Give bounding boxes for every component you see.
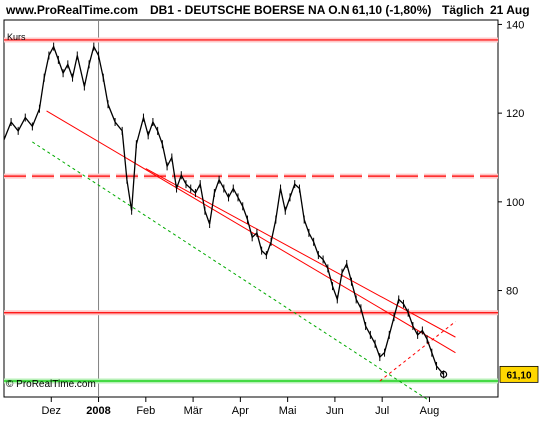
y-axis: 140 120 100 80: [498, 19, 524, 298]
y-tick-label-80: 80: [506, 286, 518, 298]
last-value-label: 61,10: [506, 370, 531, 381]
chart-header: www.ProRealTime.com DB1 - DEUTSCHE BOERS…: [0, 0, 550, 20]
last-price-marker: [440, 370, 448, 378]
timeframe-label[interactable]: Täglich: [442, 3, 485, 17]
x-tick-label-Dez: Dez: [41, 405, 61, 417]
trend-line-1: [145, 168, 456, 338]
date-label: 21 Aug: [490, 3, 530, 17]
quote-value: 61,10 (-1,80%): [352, 3, 432, 17]
site-name[interactable]: www.ProRealTime.com: [6, 3, 139, 17]
x-tick-label-Aug: Aug: [420, 405, 440, 417]
y-tick-label-140: 140: [506, 19, 524, 31]
y-tick-label-100: 100: [506, 197, 524, 209]
horizontal-lines: [4, 37, 498, 384]
price-series: [3, 42, 448, 379]
trend-lines: [32, 110, 456, 400]
y-axis-label: Kurs: [7, 32, 26, 42]
last-value-box: [499, 365, 539, 383]
x-axis: Dez 2008 Feb Mär Apr Mai Jun Jul Aug: [41, 397, 439, 417]
x-tick-label-Jun: Jun: [326, 405, 344, 417]
plot-border: [3, 19, 499, 398]
x-tick-label-Mai: Mai: [279, 405, 297, 417]
credit-text: © ProRealTime.com: [6, 379, 96, 390]
plot-frame: [3, 19, 499, 398]
trend-line-2: [32, 141, 428, 400]
x-tick-label-2008: 2008: [86, 405, 110, 417]
trend-line-3: [379, 321, 456, 382]
y-tick-label-120: 120: [506, 108, 524, 120]
instrument-name: DB1 - DEUTSCHE BOERSE NA O.N: [150, 3, 350, 17]
x-tick-label-Mär: Mär: [184, 405, 203, 417]
x-tick-label-Apr: Apr: [232, 405, 249, 417]
x-tick-label-Feb: Feb: [136, 405, 155, 417]
last-value-badge: 61,10: [499, 365, 539, 383]
x-tick-label-Jul: Jul: [375, 405, 389, 417]
